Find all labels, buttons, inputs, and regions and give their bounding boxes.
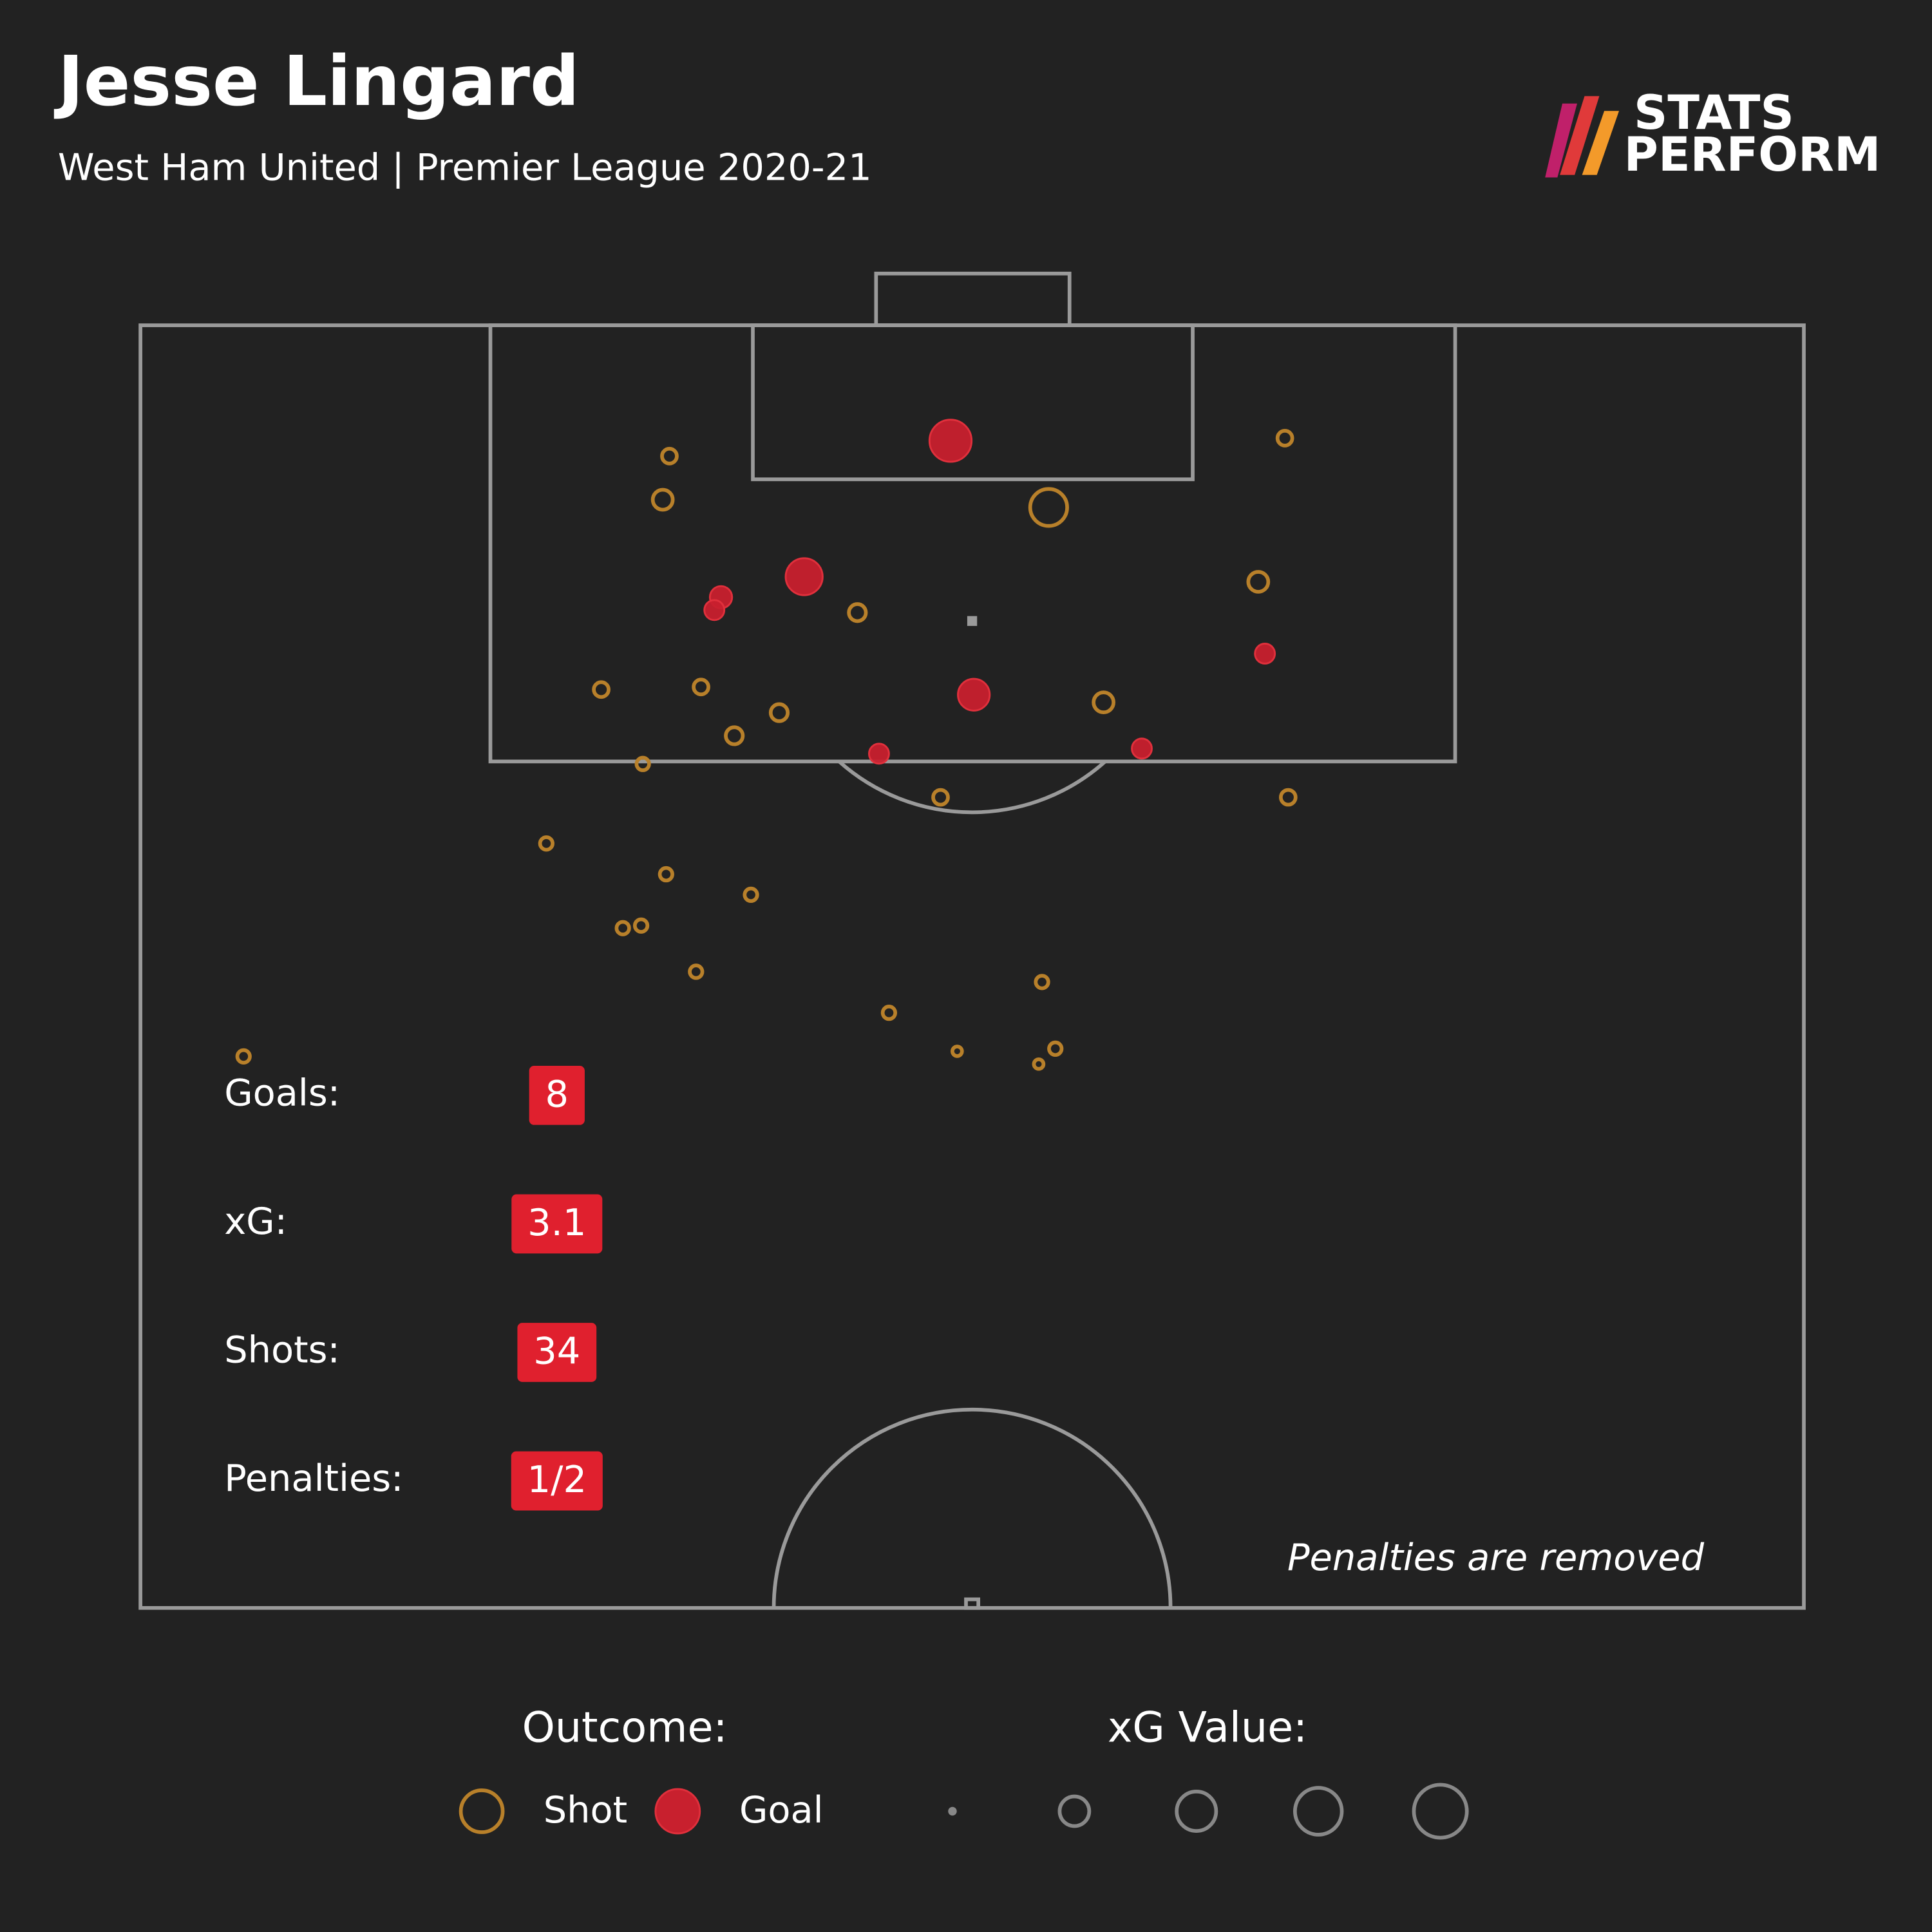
stat-value: 1/2 [527, 1458, 587, 1501]
stat-label: Penalties: [224, 1457, 403, 1500]
stat-value: 8 [545, 1072, 569, 1115]
shot-marker [634, 755, 651, 772]
legend-swatch [654, 1788, 701, 1835]
shot-marker [592, 680, 611, 699]
goal-marker [1254, 643, 1276, 665]
shot-marker [847, 602, 868, 623]
legend-title: Outcome: [522, 1703, 728, 1752]
legend: Shot Goal [459, 1788, 824, 1835]
stat-label: Goals: [224, 1072, 340, 1115]
shot-marker [1028, 487, 1069, 528]
legend-label: Goal [739, 1788, 824, 1832]
shot-marker [660, 446, 679, 466]
logo-text: PERFORM [1624, 128, 1881, 182]
shot-marker [614, 920, 631, 936]
logo-text: STATS [1634, 86, 1794, 140]
shot-marker [1278, 788, 1298, 807]
shot-marker [724, 725, 745, 746]
shot-marker [1034, 974, 1050, 990]
stat-badge [511, 1451, 603, 1511]
size-swatch [1057, 1794, 1092, 1828]
goal-marker [1131, 737, 1153, 760]
shots [235, 419, 1298, 1071]
logo: STATS PERFORM [1545, 86, 1880, 182]
legend-label: Shot [544, 1788, 627, 1832]
shot-marker [1275, 429, 1294, 448]
legend-swatch [459, 1788, 505, 1834]
stat-badge [529, 1065, 585, 1125]
goal-marker [867, 743, 890, 765]
shot-marker [650, 488, 675, 512]
centre-spot [964, 1597, 981, 1610]
stat-value: 34 [533, 1330, 580, 1373]
logo-stripe [1582, 111, 1620, 175]
shot-marker [931, 788, 950, 807]
shot-marker [632, 917, 650, 934]
chart-title: Jesse Lingard [53, 42, 580, 122]
size-legend-title: xG Value: [1108, 1703, 1307, 1752]
penalty-spot [967, 616, 978, 626]
size-swatch [1175, 1790, 1218, 1833]
stat-badge [511, 1194, 603, 1254]
shot-marker [538, 835, 554, 852]
shot-marker [1092, 690, 1115, 715]
six-yard-box [751, 323, 1195, 482]
shot-marker [1047, 1040, 1064, 1057]
stat-label: xG: [224, 1200, 287, 1243]
stats: Goals: 8 xG: 3.1 Shots: 34 Penalties: 1/2 [224, 1065, 603, 1511]
logo-stripe [1545, 103, 1577, 178]
stat-label: Shots: [224, 1329, 340, 1372]
note: Penalties are removed [1287, 1536, 1705, 1579]
size-swatch [1293, 1786, 1344, 1837]
goal-marker [957, 677, 991, 712]
goal-marker [928, 419, 973, 463]
goal-marker [703, 599, 726, 621]
chart-subtitle: West Ham United | Premier League 2020-21 [58, 146, 872, 189]
stat-badge [517, 1323, 597, 1382]
goal-marker [784, 557, 824, 596]
size-swatch [1412, 1783, 1469, 1840]
shot-marker [235, 1048, 252, 1065]
pitch [138, 271, 1806, 1610]
size-swatch [948, 1806, 957, 1816]
shot-marker [950, 1045, 964, 1058]
size-legend [948, 1783, 1469, 1840]
shot-marker [658, 866, 674, 883]
centre-circle [772, 1407, 1173, 1608]
stat-value: 3.1 [527, 1201, 586, 1244]
shot-marker [743, 886, 759, 904]
shot-marker [692, 677, 710, 697]
logo-stripe [1560, 96, 1600, 175]
shot-marker [880, 1005, 898, 1021]
penalty-arc [838, 760, 1107, 815]
shot-marker [768, 702, 790, 723]
shot-marker [688, 963, 705, 980]
shot-marker [1032, 1057, 1046, 1071]
shot-marker [1246, 570, 1271, 594]
